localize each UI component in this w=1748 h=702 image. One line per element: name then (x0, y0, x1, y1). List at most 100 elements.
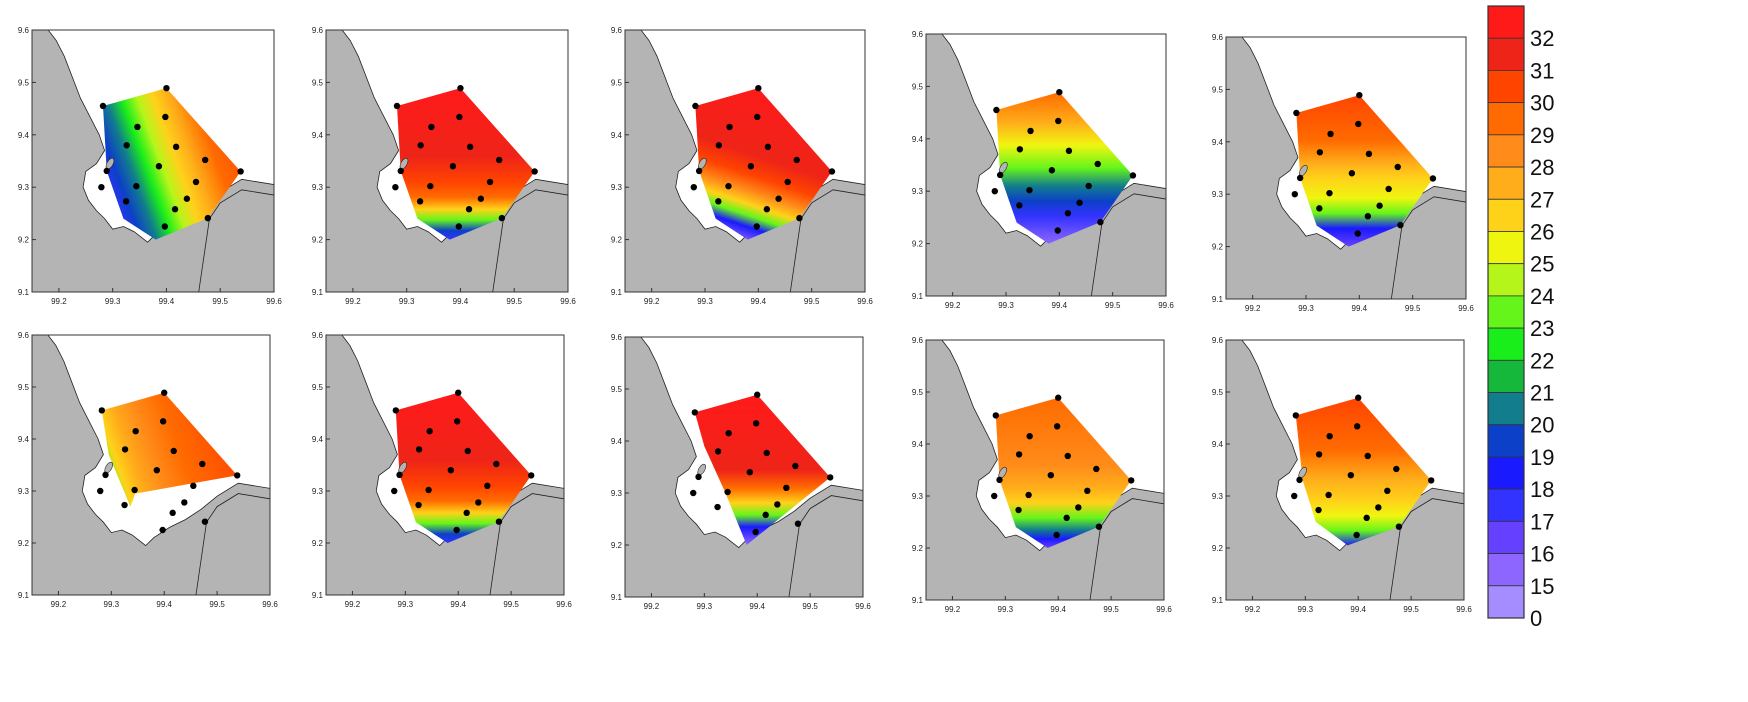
station-point (991, 188, 998, 195)
y-tick-label: 9.5 (312, 383, 324, 392)
x-tick-label: 99.6 (556, 600, 572, 609)
station-point (1363, 514, 1370, 522)
station-point (172, 143, 180, 151)
x-tick-label: 99.5 (506, 297, 522, 306)
colorbar-label: 19 (1530, 445, 1554, 470)
x-tick-label: 99.5 (1105, 301, 1121, 310)
station-point (1316, 205, 1323, 212)
station-point (201, 156, 209, 164)
colorbar-label: 17 (1530, 509, 1554, 534)
x-tick-label: 99.6 (857, 297, 873, 306)
station-point (457, 84, 464, 92)
station-point (427, 182, 434, 190)
x-tick-label: 99.2 (1245, 605, 1261, 614)
station-point (1354, 230, 1361, 237)
x-tick-label: 99.5 (1103, 605, 1119, 614)
station-point (784, 178, 791, 186)
station-point (1296, 476, 1303, 484)
station-point (199, 460, 206, 468)
colorbar-swatch (1487, 70, 1525, 104)
x-tick-label: 99.3 (998, 605, 1014, 614)
interpolated-field (101, 392, 238, 507)
station-point (1376, 202, 1383, 209)
y-tick-label: 9.5 (18, 78, 30, 87)
plot-frame (624, 336, 864, 598)
station-point (715, 142, 723, 149)
colorbar-label: 32 (1530, 26, 1554, 51)
station-point (1097, 218, 1104, 226)
y-tick-label: 9.4 (1212, 138, 1224, 147)
station-point (425, 486, 432, 494)
colorbar-label: 30 (1530, 91, 1554, 116)
colorbar-swatch (1487, 359, 1525, 393)
station-point (1015, 506, 1022, 514)
colorbar-swatch (1487, 37, 1525, 71)
station-point (162, 113, 169, 121)
x-tick-label: 99.2 (945, 301, 961, 310)
x-tick-label: 99.3 (398, 600, 414, 609)
station-point (754, 113, 761, 121)
station-point (1296, 174, 1304, 182)
station-point (484, 482, 491, 489)
plot-frame (325, 29, 569, 293)
colorbar-swatch (1487, 263, 1525, 297)
station-point (992, 412, 1000, 419)
station-point (131, 486, 138, 494)
y-tick-label: 9.5 (912, 388, 924, 397)
x-tick-label: 99.3 (697, 602, 713, 611)
station-point (695, 473, 702, 481)
y-tick-label: 9.2 (312, 236, 324, 245)
x-tick-label: 99.3 (1298, 304, 1314, 313)
station-point (392, 407, 400, 414)
station-point (453, 418, 461, 425)
station-point (1128, 477, 1135, 484)
station-point (1355, 394, 1362, 401)
station-point (170, 447, 177, 455)
y-tick-label: 9.5 (1212, 85, 1224, 94)
station-point (98, 184, 105, 191)
station-point (97, 487, 104, 495)
y-tick-label: 9.3 (1212, 190, 1224, 199)
station-point (495, 156, 503, 164)
colorbar-swatch (1487, 553, 1525, 587)
station-point (204, 214, 212, 222)
station-point (1085, 182, 1092, 190)
station-point (531, 168, 538, 175)
colorbar-label: 21 (1530, 381, 1554, 406)
station-point (1095, 523, 1103, 530)
station-point (1291, 191, 1298, 198)
y-tick-label: 9.6 (611, 333, 623, 342)
y-tick-label: 9.4 (912, 135, 924, 144)
x-tick-label: 99.2 (51, 600, 67, 609)
plot-frame (624, 29, 866, 293)
x-tick-label: 99.3 (998, 301, 1014, 310)
x-tick-label: 99.2 (1245, 304, 1261, 313)
x-tick-label: 99.2 (945, 605, 961, 614)
station-point (234, 472, 241, 479)
station-point (1026, 433, 1033, 440)
station-point (1053, 423, 1061, 430)
colorbar-swatch (1487, 166, 1525, 200)
station-point (392, 184, 399, 191)
x-tick-label: 99.5 (212, 297, 228, 306)
x-tick-label: 99.4 (1050, 605, 1066, 614)
station-point (133, 182, 140, 190)
station-point (1055, 394, 1062, 401)
x-tick-label: 99.3 (105, 297, 121, 306)
y-tick-label: 9.1 (912, 596, 924, 605)
x-tick-label: 99.3 (399, 297, 415, 306)
colorbar-swatch (1487, 424, 1525, 458)
station-point (415, 501, 422, 509)
station-point (1047, 472, 1055, 479)
station-point (123, 142, 130, 149)
y-tick-label: 9.6 (312, 331, 324, 340)
y-tick-label: 9.3 (18, 183, 30, 192)
station-point (752, 528, 759, 536)
map-panel-5: 99.2 99.3 99.4 99.5 99.6 9.1 9.2 9.3 9.4 9.5 9.6 (1196, 33, 1476, 319)
y-tick-label: 9.1 (312, 288, 324, 297)
colorbar-swatch (1487, 134, 1525, 168)
station-point (1327, 130, 1334, 138)
y-tick-label: 9.1 (611, 593, 623, 602)
x-tick-label: 99.4 (1350, 605, 1366, 614)
station-point (747, 163, 755, 170)
